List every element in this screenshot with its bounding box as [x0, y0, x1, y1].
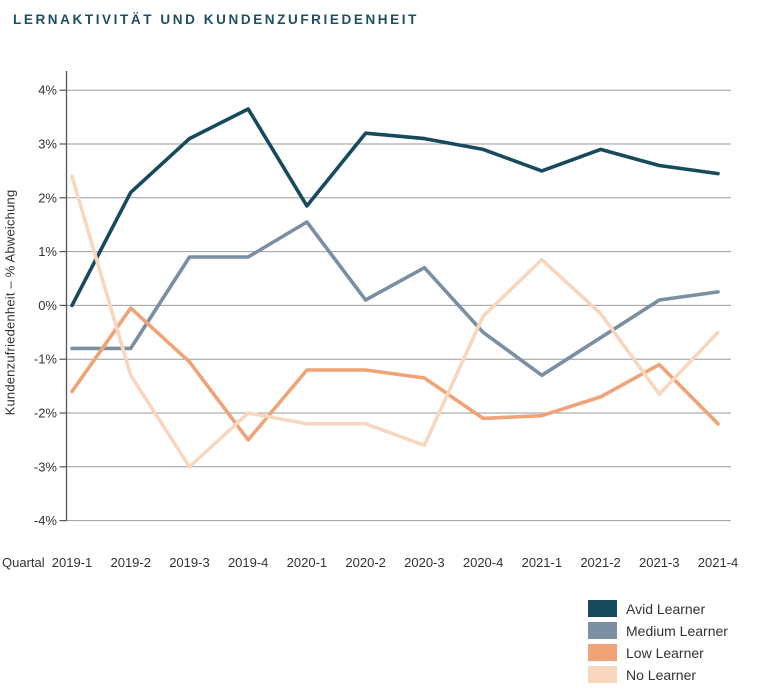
x-tick-label: 2021-4: [698, 555, 738, 570]
series-lines: [70, 107, 720, 469]
y-tick-label: 3%: [38, 137, 57, 152]
legend-swatch: [588, 622, 617, 639]
x-axis-prefix-label: Quartal: [2, 555, 45, 570]
x-tick-label: 2019-2: [110, 555, 150, 570]
y-tick-label: -1%: [34, 352, 58, 367]
y-tick-label: 0%: [38, 298, 57, 313]
y-tick-label: -2%: [34, 406, 58, 421]
y-tick-label: -3%: [34, 459, 58, 474]
series-line-avid-learner: [70, 107, 720, 308]
y-tick-label: 1%: [38, 244, 57, 259]
legend-label: Medium Learner: [626, 622, 728, 639]
x-tick-label: 2019-1: [52, 555, 92, 570]
legend-items: Avid Learner Medium Learner Low Learner No …: [588, 600, 728, 683]
x-tick-label: 2020-1: [287, 555, 327, 570]
legend-swatch: [588, 600, 617, 617]
x-tick-label: 2020-3: [404, 555, 444, 570]
x-tick-label: 2019-3: [169, 555, 209, 570]
series-line-no-learner: [70, 174, 720, 469]
legend-swatch: [588, 666, 617, 683]
legend-label: Avid Learner: [626, 600, 706, 617]
legend-item-no-learner: No Learner: [588, 666, 728, 683]
x-tick-label: 2020-2: [345, 555, 385, 570]
legend-label: No Learner: [626, 666, 697, 683]
x-tick-label: 2020-4: [463, 555, 503, 570]
legend-label: Low Learner: [626, 644, 704, 661]
legend-item-avid-learner: Avid Learner: [588, 600, 728, 617]
x-tick-label: 2021-3: [639, 555, 679, 570]
y-tick-label: 2%: [38, 190, 57, 205]
y-axis-title: Kundenzufriedenheit – % Abweichung: [2, 189, 18, 416]
x-tick-label: 2021-2: [580, 555, 620, 570]
x-tick-label: 2021-1: [522, 555, 562, 570]
y-tick-label: 4%: [38, 83, 57, 98]
y-tick-label: -4%: [34, 513, 58, 528]
legend-item-medium-learner: Medium Learner: [588, 622, 728, 639]
y-tick-labels: 4% 3% 2% 1% 0% -1% -2% -3% -4%: [34, 83, 58, 528]
series-line-low-learner: [70, 306, 720, 442]
chart-legend: Avid Learner Medium Learner Low Learner No …: [588, 600, 728, 688]
legend-swatch: [588, 644, 617, 661]
x-tick-labels: Quartal 2019-1 2019-2 2019-3 2019-4 2020-1 202…: [2, 555, 738, 570]
series-line-medium-learner: [70, 220, 720, 378]
legend-item-low-learner: Low Learner: [588, 644, 728, 661]
x-tick-label: 2019-4: [228, 555, 268, 570]
chart-title: LERNAKTIVITÄT UND KUNDENZUFRIEDENHEIT: [13, 12, 419, 27]
gridlines: [59, 89, 731, 522]
